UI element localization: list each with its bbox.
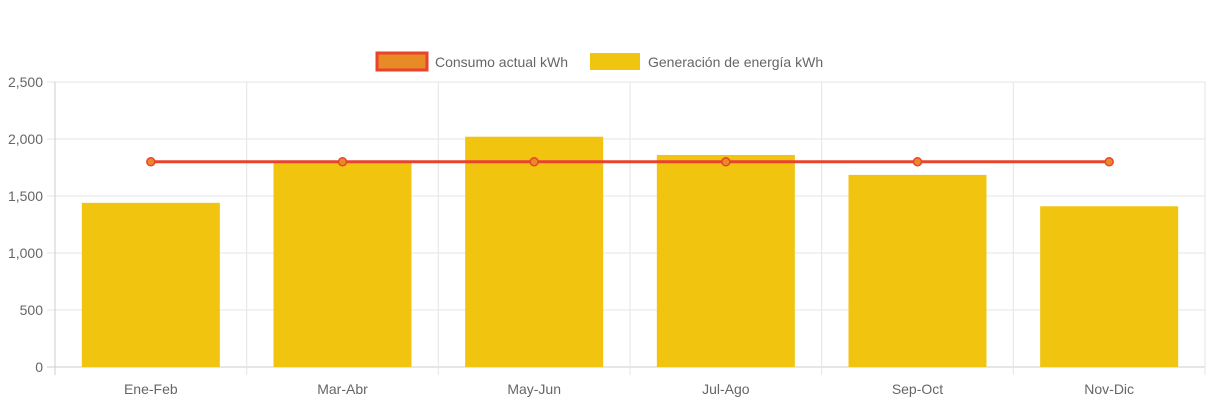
line-point[interactable] xyxy=(337,157,348,167)
line-point[interactable] xyxy=(146,157,156,167)
bar-series xyxy=(81,136,1179,367)
y-tick-label: 500 xyxy=(20,302,44,318)
bar[interactable] xyxy=(656,154,795,367)
legend-swatch-generacion xyxy=(590,53,640,70)
x-tick-label: Sep-Oct xyxy=(892,381,943,397)
y-axis: 0 500 1,000 1,500 2,000 2,500 xyxy=(8,74,43,375)
x-axis: Ene-Feb Mar-Abr May-Jun Jul-Ago Sep-Oct Nov-D… xyxy=(124,381,1134,397)
x-tick-label: May-Jun xyxy=(507,381,561,397)
line-series xyxy=(146,157,1114,167)
x-tick-label: Ene-Feb xyxy=(124,381,178,397)
legend-item-consumo[interactable]: Consumo actual kWh xyxy=(375,51,568,72)
legend-swatch-consumo xyxy=(375,51,429,72)
y-tick-label: 1,500 xyxy=(8,188,43,204)
bar[interactable] xyxy=(81,202,220,367)
legend: Consumo actual kWh Generación de energía… xyxy=(375,51,823,72)
y-tick-label: 0 xyxy=(35,359,43,375)
bar[interactable] xyxy=(1040,206,1179,367)
bar[interactable] xyxy=(273,161,412,367)
x-tick-label: Nov-Dic xyxy=(1084,381,1134,397)
x-tick-label: Jul-Ago xyxy=(702,381,750,397)
bar[interactable] xyxy=(465,136,604,367)
legend-label-consumo: Consumo actual kWh xyxy=(435,54,568,70)
y-tick-label: 1,000 xyxy=(8,245,43,261)
x-tick-label: Mar-Abr xyxy=(317,381,368,397)
line-point[interactable] xyxy=(721,157,731,167)
legend-item-generacion[interactable]: Generación de energía kWh xyxy=(590,53,823,70)
line-point[interactable] xyxy=(529,157,539,167)
y-tick-label: 2,000 xyxy=(8,131,43,147)
grid xyxy=(47,81,1206,375)
bar[interactable] xyxy=(848,174,987,367)
line-point[interactable] xyxy=(912,157,923,167)
line-point[interactable] xyxy=(1104,157,1114,167)
y-tick-label: 2,500 xyxy=(8,74,43,90)
legend-label-generacion: Generación de energía kWh xyxy=(648,54,823,70)
